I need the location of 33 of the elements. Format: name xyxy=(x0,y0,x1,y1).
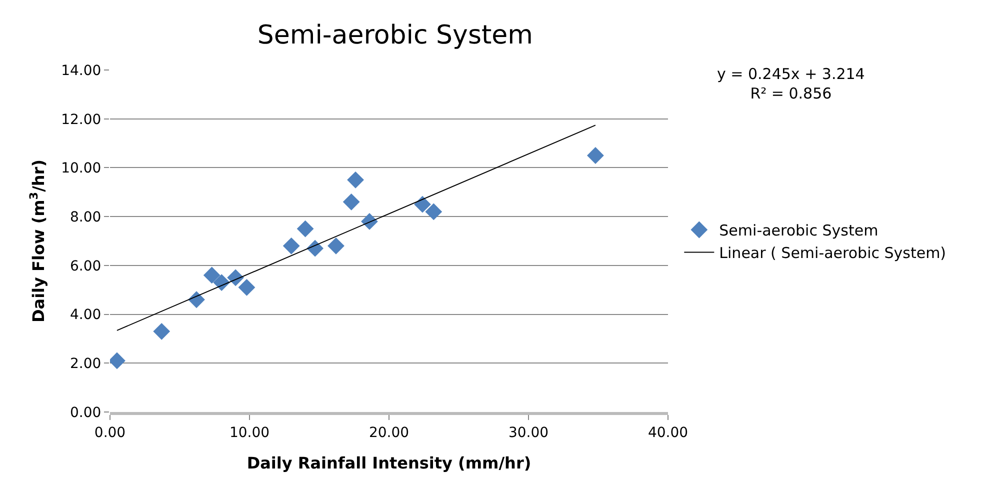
point xyxy=(188,291,205,308)
x-tick-label: 10.00 xyxy=(229,424,270,441)
x-tick-label: 0.00 xyxy=(94,424,126,441)
point xyxy=(306,240,324,257)
point xyxy=(203,266,220,284)
chart-title: Semi-aerobic System xyxy=(257,20,534,50)
point xyxy=(282,237,300,254)
point xyxy=(425,203,442,220)
point xyxy=(414,196,431,213)
point xyxy=(227,269,244,286)
point xyxy=(238,278,256,296)
point xyxy=(328,237,344,254)
y-tick-label: 12.00 xyxy=(61,112,102,128)
y-tick-label: 2.00 xyxy=(70,356,102,372)
x-tick-label: 20.00 xyxy=(368,424,410,441)
text: y = 0.245x + 3.214 R² = 0.856 xyxy=(717,65,865,102)
point xyxy=(213,274,230,291)
y-tick-label: 0.00 xyxy=(70,404,102,421)
y-tick-label: 14.00 xyxy=(61,62,102,79)
x-tick-label: 40.00 xyxy=(648,424,688,441)
x-axis-title: Daily Rainfall Intensity (mm/hr) xyxy=(246,454,532,472)
y-tick-label: 8.00 xyxy=(70,209,102,226)
point xyxy=(587,147,604,164)
x-tick-label: 30.00 xyxy=(508,424,549,441)
point xyxy=(153,322,170,340)
y-tick-label: 4.00 xyxy=(70,307,102,324)
point xyxy=(347,171,364,188)
point xyxy=(342,193,360,210)
legend-label: Semi-aerobic System xyxy=(719,222,878,240)
y-tick-label: 10.00 xyxy=(61,160,102,177)
point xyxy=(296,220,314,238)
legend-label: Linear ( Semi-aerobic System) xyxy=(719,244,946,262)
y-tick-label: 6.00 xyxy=(70,258,102,274)
